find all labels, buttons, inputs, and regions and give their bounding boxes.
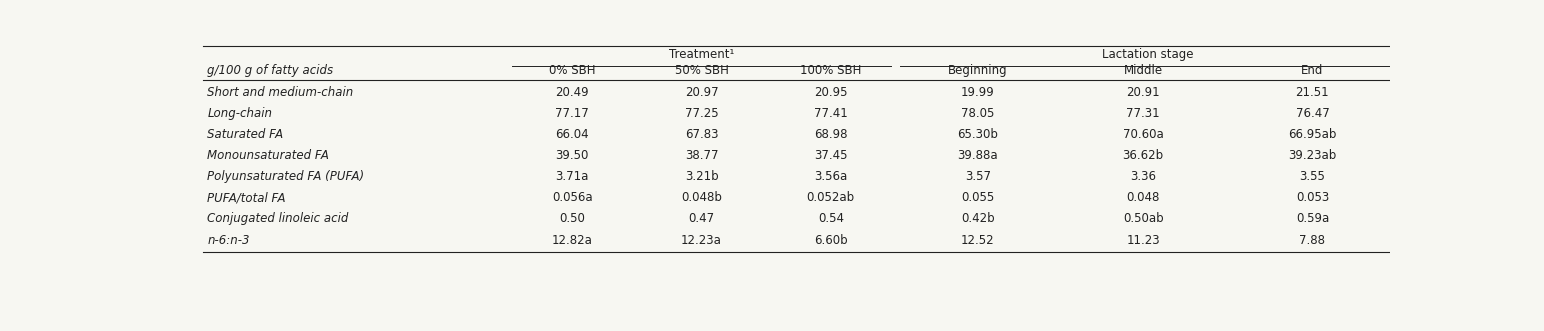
- Text: 0.048b: 0.048b: [681, 191, 723, 204]
- Text: 68.98: 68.98: [814, 128, 848, 141]
- Text: g/100 g of fatty acids: g/100 g of fatty acids: [207, 64, 334, 77]
- Text: Treatment¹: Treatment¹: [669, 48, 735, 61]
- Text: 76.47: 76.47: [1295, 107, 1329, 120]
- Text: Conjugated linoleic acid: Conjugated linoleic acid: [207, 213, 349, 225]
- Text: 0.50ab: 0.50ab: [1122, 213, 1164, 225]
- Text: Short and medium-chain: Short and medium-chain: [207, 85, 354, 99]
- Text: 39.50: 39.50: [556, 149, 588, 162]
- Text: 50% SBH: 50% SBH: [675, 64, 729, 77]
- Text: 67.83: 67.83: [686, 128, 718, 141]
- Text: Long-chain: Long-chain: [207, 107, 272, 120]
- Text: 6.60b: 6.60b: [814, 234, 848, 247]
- Text: 12.23a: 12.23a: [681, 234, 723, 247]
- Text: Lactation stage: Lactation stage: [1101, 48, 1194, 61]
- Text: 21.51: 21.51: [1295, 85, 1329, 99]
- Text: 3.21b: 3.21b: [684, 170, 718, 183]
- Text: n-6:n-3: n-6:n-3: [207, 234, 250, 247]
- Text: 70.60a: 70.60a: [1122, 128, 1164, 141]
- Text: 39.88a: 39.88a: [957, 149, 999, 162]
- Text: Monounsaturated FA: Monounsaturated FA: [207, 149, 329, 162]
- Text: 77.25: 77.25: [684, 107, 718, 120]
- Text: 0.54: 0.54: [818, 213, 843, 225]
- Text: 0.47: 0.47: [689, 213, 715, 225]
- Text: 3.57: 3.57: [965, 170, 991, 183]
- Text: 3.71a: 3.71a: [556, 170, 588, 183]
- Text: 0.055: 0.055: [962, 191, 994, 204]
- Text: 39.23ab: 39.23ab: [1288, 149, 1337, 162]
- Text: Polyunsaturated FA (PUFA): Polyunsaturated FA (PUFA): [207, 170, 364, 183]
- Text: 77.41: 77.41: [814, 107, 848, 120]
- Text: 0.42b: 0.42b: [962, 213, 994, 225]
- Text: 38.77: 38.77: [686, 149, 718, 162]
- Text: 0.048: 0.048: [1127, 191, 1160, 204]
- Text: 36.62b: 36.62b: [1122, 149, 1164, 162]
- Text: PUFA/total FA: PUFA/total FA: [207, 191, 286, 204]
- Text: 0.50: 0.50: [559, 213, 585, 225]
- Text: 37.45: 37.45: [814, 149, 848, 162]
- Text: 3.55: 3.55: [1300, 170, 1325, 183]
- Text: 0% SBH: 0% SBH: [550, 64, 596, 77]
- Text: 0.053: 0.053: [1295, 191, 1329, 204]
- Text: 20.91: 20.91: [1126, 85, 1160, 99]
- Text: 66.04: 66.04: [556, 128, 590, 141]
- Text: 20.49: 20.49: [556, 85, 590, 99]
- Text: 0.59a: 0.59a: [1295, 213, 1329, 225]
- Text: 100% SBH: 100% SBH: [800, 64, 862, 77]
- Text: 0.056a: 0.056a: [553, 191, 593, 204]
- Text: 0.052ab: 0.052ab: [806, 191, 855, 204]
- Text: Saturated FA: Saturated FA: [207, 128, 284, 141]
- Text: Beginning: Beginning: [948, 64, 1008, 77]
- Text: 3.56a: 3.56a: [814, 170, 848, 183]
- Text: 77.17: 77.17: [556, 107, 590, 120]
- Text: 12.52: 12.52: [962, 234, 994, 247]
- Text: 20.97: 20.97: [684, 85, 718, 99]
- Text: 11.23: 11.23: [1126, 234, 1160, 247]
- Text: 77.31: 77.31: [1126, 107, 1160, 120]
- Text: 19.99: 19.99: [960, 85, 994, 99]
- Text: 7.88: 7.88: [1300, 234, 1325, 247]
- Text: Middle: Middle: [1124, 64, 1163, 77]
- Text: 66.95ab: 66.95ab: [1288, 128, 1337, 141]
- Text: 20.95: 20.95: [814, 85, 848, 99]
- Text: 78.05: 78.05: [962, 107, 994, 120]
- Text: 65.30b: 65.30b: [957, 128, 999, 141]
- Text: 12.82a: 12.82a: [551, 234, 593, 247]
- Text: End: End: [1302, 64, 1323, 77]
- Text: 3.36: 3.36: [1130, 170, 1156, 183]
